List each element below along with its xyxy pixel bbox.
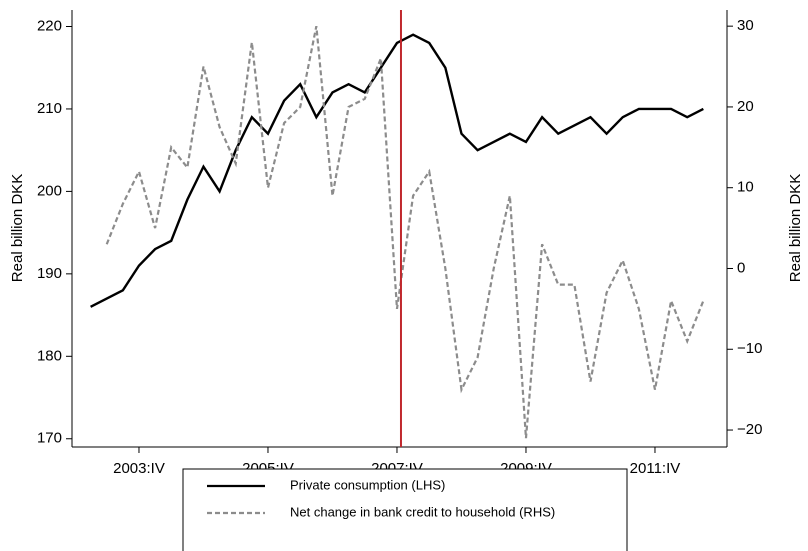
y2-tick-label: 20 — [737, 98, 754, 115]
y-tick-label: 200 — [37, 182, 62, 199]
y2-tick-label: 10 — [737, 179, 754, 196]
y-tick-label: 190 — [37, 265, 62, 282]
y2-tick-label: 0 — [737, 259, 745, 276]
x-tick-label: 2011:IV — [630, 460, 681, 477]
legend-box — [182, 468, 628, 551]
legend-label: Private consumption (LHS) — [290, 477, 445, 492]
y2-tick-label: −20 — [737, 421, 762, 438]
y-tick-label: 220 — [37, 17, 62, 34]
y-axis-label: Real billion DKK — [9, 174, 26, 282]
y2-axis-label: Real billion DKK — [787, 174, 804, 282]
y2-tick-label: −10 — [737, 340, 762, 357]
y-tick-label: 180 — [37, 347, 62, 364]
legend-label: Net change in bank credit to household (… — [290, 504, 555, 519]
y-tick-label: 210 — [37, 100, 62, 117]
x-tick-label: 2003:IV — [113, 460, 165, 477]
y2-tick-label: 30 — [737, 17, 754, 34]
series-line — [105, 25, 705, 439]
y-tick-label: 170 — [37, 430, 62, 447]
series-line — [90, 33, 704, 308]
